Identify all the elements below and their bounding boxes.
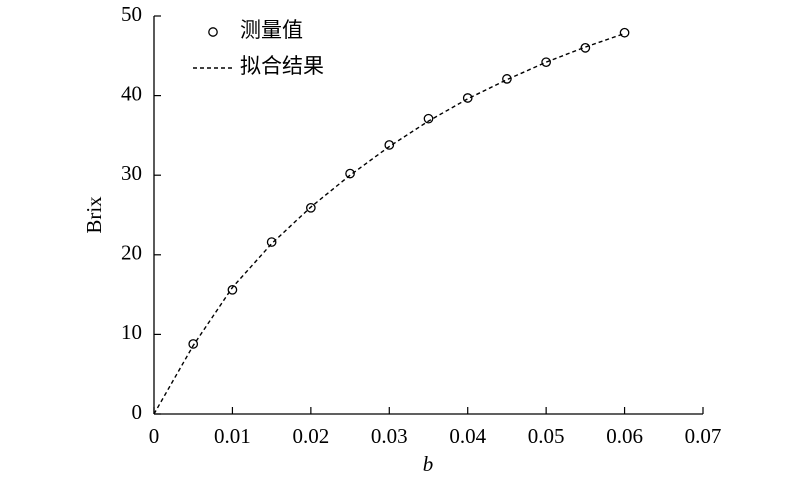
y-axis-label: Brix: [82, 196, 106, 234]
data-point: [345, 168, 355, 179]
x-tick-label: 0.04: [449, 424, 486, 448]
y-tick-label: 20: [121, 241, 142, 265]
y-tick-label: 10: [121, 320, 142, 344]
data-point: [188, 339, 199, 349]
legend-label: 拟合结果: [240, 54, 324, 78]
fit-line: [153, 32, 625, 415]
data-point: [580, 42, 591, 53]
x-tick-label: 0.01: [214, 424, 251, 448]
legend-label: 测量值: [240, 18, 303, 42]
y-tick-label: 40: [121, 81, 142, 105]
y-tick-label: 0: [132, 400, 143, 424]
x-tick-label: 0: [149, 424, 160, 448]
data-point: [227, 284, 238, 295]
data-point: [266, 237, 277, 247]
data-point: [306, 202, 316, 213]
x-tick-label: 0.02: [292, 424, 329, 448]
data-point: [502, 74, 512, 84]
y-tick-label: 50: [121, 2, 142, 26]
x-tick-label: 0.03: [371, 424, 408, 448]
x-axis-label: b: [423, 452, 434, 476]
data-point: [619, 27, 630, 38]
data-point: [423, 113, 434, 124]
legend-marker: [208, 27, 218, 37]
data-point: [462, 93, 473, 103]
x-tick-label: 0.05: [528, 424, 565, 448]
data-point: [541, 57, 551, 68]
data-point: [384, 140, 395, 150]
x-tick-label: 0.06: [606, 424, 643, 448]
y-tick-label: 30: [121, 161, 142, 185]
x-tick-label: 0.07: [685, 424, 722, 448]
